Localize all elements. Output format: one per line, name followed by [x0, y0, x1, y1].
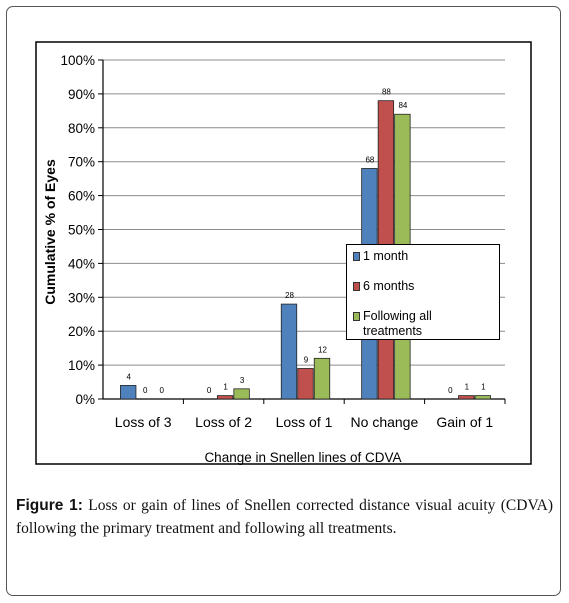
y-tick-label: 30%	[68, 290, 95, 305]
data-labels: 4 0 0 0 1 3 28 9 12 68 88 84 0 1 1	[126, 88, 486, 395]
data-label: 1	[223, 383, 228, 392]
legend-swatch	[353, 312, 360, 321]
x-tick-label: Loss of 2	[195, 414, 252, 430]
legend-label: Following all treatments	[363, 309, 432, 338]
chart-legend: 1 month 6 months Following all treatment…	[346, 244, 500, 340]
bar	[297, 368, 314, 400]
bar	[120, 385, 137, 400]
x-axis-label: Change in Snellen lines of CDVA	[204, 450, 401, 465]
y-tick-label: 70%	[68, 155, 95, 170]
data-label: 88	[382, 88, 391, 97]
figure-caption: Figure 1: Loss or gain of lines of Snell…	[16, 494, 553, 540]
bar	[233, 388, 250, 400]
data-label: 0	[159, 386, 164, 395]
y-tick-label: 0%	[75, 392, 95, 407]
legend-label: 6 months	[363, 279, 415, 293]
legend-item-6-months: 6 months	[353, 279, 483, 294]
legend-swatch	[353, 282, 360, 291]
data-label: 4	[126, 372, 131, 381]
axes: 0% 10% 20% 30% 40% 50% 60% 70% 80% 90% 100% Loss of…	[60, 53, 506, 430]
x-tick-label: No change	[351, 414, 419, 430]
y-axis-label: Cumulative % of Eyes	[42, 159, 58, 305]
data-label: 12	[318, 345, 327, 354]
legend-swatch	[353, 252, 360, 261]
y-tick-label: 10%	[68, 358, 95, 373]
y-tick-label: 80%	[68, 121, 95, 136]
bar	[474, 395, 491, 400]
legend-item-following-all-treatments: Following all treatments	[353, 309, 483, 339]
data-label: 0	[143, 386, 148, 395]
data-label: 28	[285, 291, 294, 300]
bar	[216, 395, 234, 400]
bar	[313, 357, 331, 400]
figure-label: Figure 1:	[16, 497, 83, 514]
data-label: 0	[207, 386, 212, 395]
data-label: 84	[398, 101, 407, 110]
x-tick-label: Loss of 3	[115, 414, 172, 430]
data-label: 1	[465, 383, 470, 392]
figure-frame	[6, 6, 561, 596]
y-tick-label: 50%	[68, 223, 95, 238]
data-label: 1	[481, 383, 486, 392]
data-label: 3	[240, 376, 245, 385]
bar	[458, 395, 475, 400]
data-label: 0	[448, 386, 453, 395]
y-tick-label: 40%	[68, 256, 95, 271]
legend-item-1-month: 1 month	[353, 249, 483, 264]
bar-chart: 0% 10% 20% 30% 40% 50% 60% 70% 80% 90% 100% Loss of…	[35, 41, 532, 465]
bar	[280, 303, 298, 400]
x-tick-label: Loss of 1	[276, 414, 333, 430]
y-tick-label: 60%	[68, 189, 95, 204]
x-tick-label: Gain of 1	[436, 414, 493, 430]
y-tick-label: 100%	[60, 53, 95, 68]
data-label: 9	[304, 355, 309, 364]
y-tick-label: 90%	[68, 87, 95, 102]
legend-label: 1 month	[363, 249, 409, 263]
caption-text: Loss or gain of lines of Snellen correct…	[16, 497, 554, 537]
y-tick-label: 20%	[68, 324, 95, 339]
data-label: 68	[365, 155, 374, 164]
